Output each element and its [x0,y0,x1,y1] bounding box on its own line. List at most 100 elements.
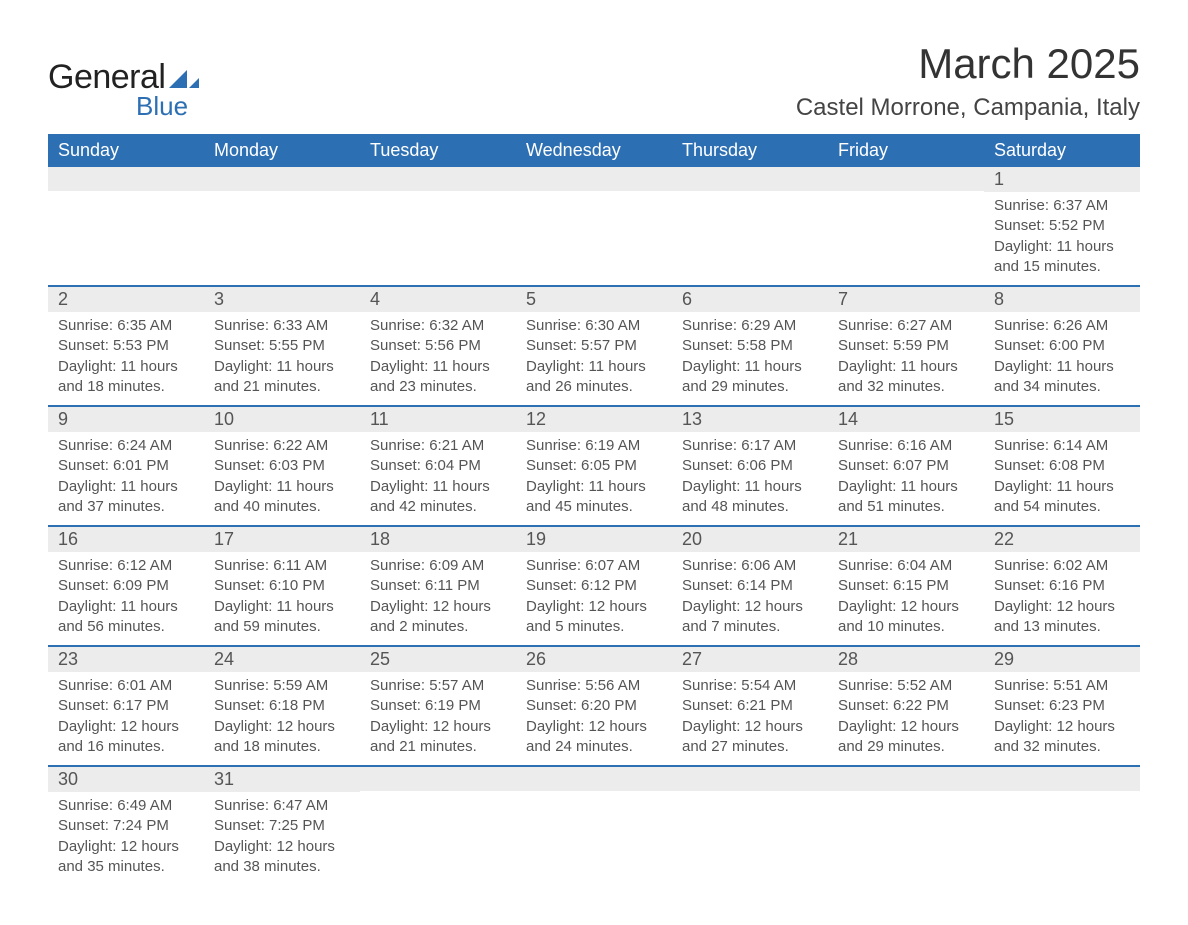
day-daylight2: and 51 minutes. [838,497,974,517]
day-daylight1: Daylight: 11 hours [838,357,974,377]
day-number: 12 [516,407,672,432]
page-title: March 2025 [796,40,1140,88]
day-data: Sunrise: 5:52 AMSunset: 6:22 PMDaylight:… [828,672,984,765]
day-sunrise: Sunrise: 6:09 AM [370,556,506,576]
day-sunset: Sunset: 6:01 PM [58,456,194,476]
calendar-cell: 15Sunrise: 6:14 AMSunset: 6:08 PMDayligh… [984,406,1140,526]
day-data [204,191,360,263]
day-data: Sunrise: 6:12 AMSunset: 6:09 PMDaylight:… [48,552,204,645]
day-sunset: Sunset: 5:59 PM [838,336,974,356]
day-number: 16 [48,527,204,552]
day-data: Sunrise: 6:21 AMSunset: 6:04 PMDaylight:… [360,432,516,525]
day-sunrise: Sunrise: 5:51 AM [994,676,1130,696]
day-sunset: Sunset: 7:25 PM [214,816,350,836]
day-number: 25 [360,647,516,672]
day-sunset: Sunset: 6:20 PM [526,696,662,716]
calendar-cell: 4Sunrise: 6:32 AMSunset: 5:56 PMDaylight… [360,286,516,406]
calendar-cell [48,167,204,286]
day-sunrise: Sunrise: 6:02 AM [994,556,1130,576]
day-number [360,167,516,191]
day-sunrise: Sunrise: 6:37 AM [994,196,1130,216]
weekday-header: Wednesday [516,134,672,167]
brand-shape-icon [169,66,199,93]
day-data [360,791,516,863]
day-number: 24 [204,647,360,672]
calendar-week-row: 9 Sunrise: 6:24 AMSunset: 6:01 PM Daylight… [48,406,1140,526]
day-sunset: Sunset: 5:58 PM [682,336,818,356]
day-data: Sunrise: 6:22 AMSunset: 6:03 PMDaylight:… [204,432,360,525]
day-sunrise: Sunrise: 6:01 AM [58,676,194,696]
day-number: 7 [828,287,984,312]
day-sunset: Sunset: 5:53 PM [58,336,194,356]
day-daylight2: and 21 minutes. [214,377,350,397]
day-number: 9 [48,407,204,432]
calendar-cell: 29Sunrise: 5:51 AMSunset: 6:23 PMDayligh… [984,646,1140,766]
day-number [516,767,672,791]
day-data: Sunrise: 6:14 AMSunset: 6:08 PMDaylight:… [984,432,1140,525]
day-data: Sunrise: 5:56 AMSunset: 6:20 PMDaylight:… [516,672,672,765]
calendar-week-row: 1Sunrise: 6:37 AMSunset: 5:52 PMDaylight… [48,167,1140,286]
day-data: Sunrise: 5:54 AMSunset: 6:21 PMDaylight:… [672,672,828,765]
day-sunset: Sunset: 6:00 PM [994,336,1130,356]
day-daylight2: and 5 minutes. [526,617,662,637]
day-number: 2 [48,287,204,312]
day-sunrise: Sunrise: 6:16 AM [838,436,974,456]
day-number: 27 [672,647,828,672]
day-sunrise: Sunrise: 6:26 AM [994,316,1130,336]
day-number: 21 [828,527,984,552]
day-sunset: Sunset: 6:14 PM [682,576,818,596]
calendar-cell: 31Sunrise: 6:47 AMSunset: 7:25 PMDayligh… [204,766,360,885]
day-daylight1: Daylight: 11 hours [682,477,818,497]
day-daylight2: and 24 minutes. [526,737,662,757]
day-daylight1: Daylight: 12 hours [58,717,194,737]
day-data: Sunrise: 5:59 AMSunset: 6:18 PMDaylight:… [204,672,360,765]
day-sunrise: Sunrise: 5:54 AM [682,676,818,696]
day-sunset: Sunset: 5:57 PM [526,336,662,356]
day-number: 31 [204,767,360,792]
calendar-cell: 26Sunrise: 5:56 AMSunset: 6:20 PMDayligh… [516,646,672,766]
calendar-cell: 5Sunrise: 6:30 AMSunset: 5:57 PMDaylight… [516,286,672,406]
day-number: 5 [516,287,672,312]
day-sunrise: Sunrise: 6:47 AM [214,796,350,816]
day-number: 10 [204,407,360,432]
day-daylight1: Daylight: 12 hours [838,597,974,617]
calendar-cell: 3Sunrise: 6:33 AMSunset: 5:55 PMDaylight… [204,286,360,406]
day-daylight2: and 23 minutes. [370,377,506,397]
weekday-header: Saturday [984,134,1140,167]
day-daylight2: and 27 minutes. [682,737,818,757]
day-daylight2: and 15 minutes. [994,257,1130,277]
calendar-cell [828,766,984,885]
day-daylight1: Daylight: 12 hours [370,717,506,737]
day-number [672,167,828,191]
day-data: Sunrise: 6:37 AMSunset: 5:52 PMDaylight:… [984,192,1140,285]
day-sunset: Sunset: 5:56 PM [370,336,506,356]
calendar-cell [204,167,360,286]
day-data: Sunrise: 6:07 AMSunset: 6:12 PMDaylight:… [516,552,672,645]
day-data: Sunrise: 6:11 AMSunset: 6:10 PMDaylight:… [204,552,360,645]
calendar-cell: 30Sunrise: 6:49 AMSunset: 7:24 PMDayligh… [48,766,204,885]
day-data: Sunrise: 6:32 AMSunset: 5:56 PMDaylight:… [360,312,516,405]
day-sunset: Sunset: 6:07 PM [838,456,974,476]
day-number: 11 [360,407,516,432]
day-number [828,767,984,791]
day-daylight2: and 29 minutes. [838,737,974,757]
day-sunset: Sunset: 5:52 PM [994,216,1130,236]
day-daylight2: and 7 minutes. [682,617,818,637]
day-data [516,791,672,863]
day-daylight2: and 34 minutes. [994,377,1130,397]
day-sunrise: Sunrise: 6:19 AM [526,436,662,456]
day-sunset: Sunset: 5:55 PM [214,336,350,356]
day-sunrise: Sunrise: 6:24 AM [58,436,194,456]
day-number: 30 [48,767,204,792]
calendar-cell [672,766,828,885]
day-daylight2: and 18 minutes. [58,377,194,397]
day-daylight2: and 26 minutes. [526,377,662,397]
day-data [984,791,1140,863]
day-daylight2: and 38 minutes. [214,857,350,877]
day-data: Sunrise: 6:30 AMSunset: 5:57 PMDaylight:… [516,312,672,405]
day-daylight1: Daylight: 11 hours [58,597,194,617]
day-sunrise: Sunrise: 6:32 AM [370,316,506,336]
calendar-table: SundayMondayTuesdayWednesdayThursdayFrid… [48,134,1140,885]
day-data [828,191,984,263]
calendar-cell: 23Sunrise: 6:01 AMSunset: 6:17 PMDayligh… [48,646,204,766]
